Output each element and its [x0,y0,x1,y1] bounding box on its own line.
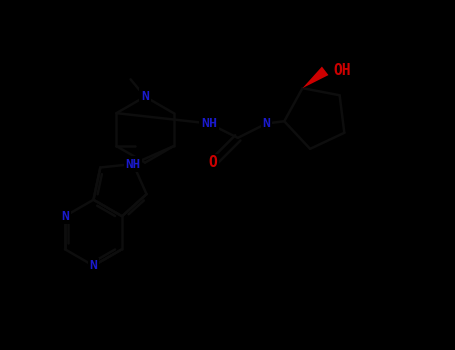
Text: O: O [209,155,217,170]
Text: N: N [263,117,271,130]
Text: NH: NH [126,158,141,170]
Polygon shape [303,66,329,88]
Text: N: N [61,210,69,223]
Text: NH: NH [201,117,217,130]
Text: N: N [141,90,149,103]
Text: OH: OH [334,63,351,78]
Text: N: N [90,259,97,272]
